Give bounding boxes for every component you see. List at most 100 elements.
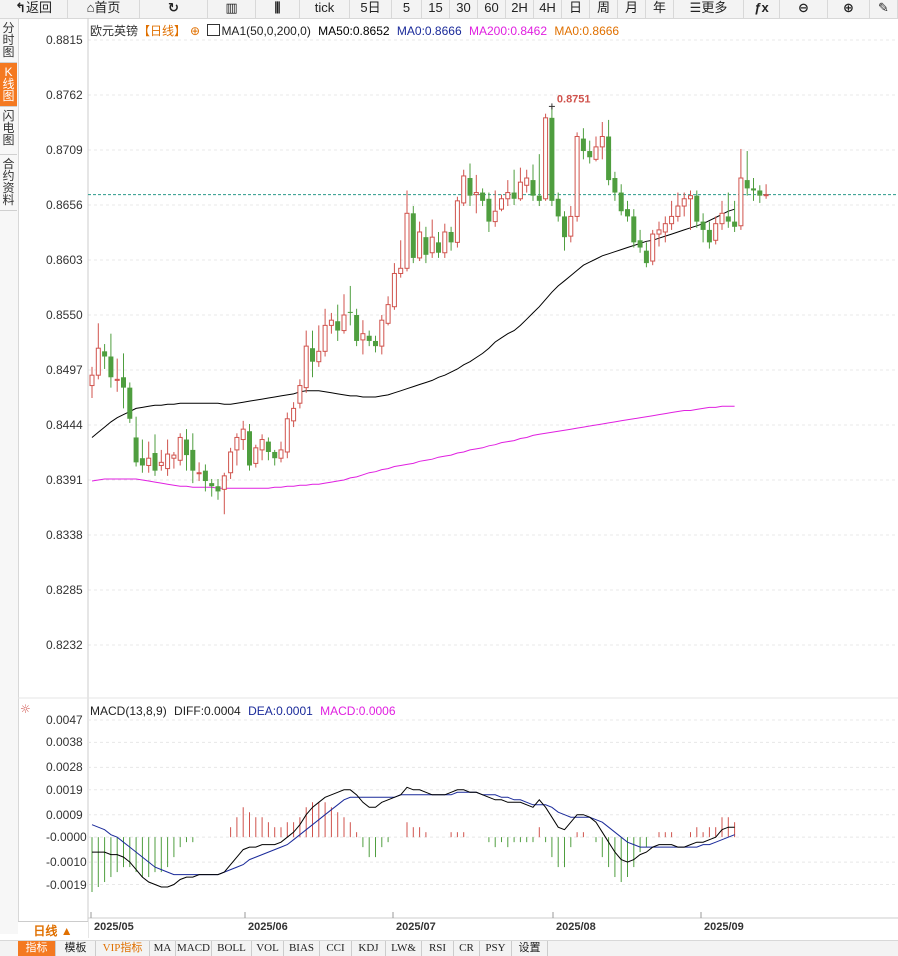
indicator-tab-7[interactable]: BIAS [284,941,320,956]
toolbar-button-7[interactable]: 5 [392,0,422,18]
indicator-tab-5[interactable]: BOLL [212,941,252,956]
toolbar-button-20[interactable]: ⊕ [828,0,870,18]
period-tag: 【日线】 [138,24,187,38]
candle-body [599,136,605,148]
toolbar-button-14[interactable]: 周 [590,0,618,18]
candle-body [757,190,763,196]
toolbar-button-19[interactable]: ⊖ [780,0,828,18]
toolbar-button-9[interactable]: 30 [450,0,478,18]
indicator-tab-13[interactable]: PSY [480,941,512,956]
candle-body [700,221,706,230]
candle-body [347,311,353,313]
candle-body [517,181,523,200]
indicator-tab-1[interactable]: 模板 [56,941,96,956]
toolbar-button-6[interactable]: 5日 [350,0,392,18]
candle-body [121,377,126,388]
candle-body [763,194,769,197]
indicator-tab-3[interactable]: MA [150,941,176,956]
candle-body [221,475,227,490]
candle-body [744,180,750,189]
toolbar-label: 返回 [25,0,52,15]
indicator-tab-6[interactable]: VOL [252,941,284,956]
candle-body [310,348,315,362]
candle-body [234,436,240,451]
candle-body [95,347,101,376]
toolbar-button-12[interactable]: 4H [534,0,562,18]
candlestick-icon: ⫼ [274,0,281,15]
macd-tick-label: 0.0028 [46,760,83,775]
candle-body [562,216,567,238]
toolbar-button-16[interactable]: 年 [646,0,674,18]
diff-line [92,786,735,888]
pen-icon: ✎ [878,0,889,15]
date-tick-label: 2025/05 [94,921,134,933]
indicator-tab-4[interactable]: MACD [176,941,212,956]
indicator-tab-14[interactable]: 设置 [512,941,548,956]
candle-body [549,117,555,201]
toolbar-button-4[interactable]: ⫼ [256,0,300,18]
toolbar-button-8[interactable]: 15 [422,0,450,18]
candle-body [410,213,416,258]
toolbar-button-0[interactable]: ↰返回 [0,0,68,18]
toolbar-button-18[interactable]: ƒx [744,0,780,18]
toolbar-label: 月 [624,0,638,15]
zoom-in-icon: ⊕ [843,0,854,15]
toolbar-button-13[interactable]: 日 [562,0,590,18]
sidebar-view-3[interactable]: 合约资料 [0,155,17,211]
price-tick-label: 0.8497 [46,363,83,377]
indicator-tab-9[interactable]: KDJ [352,941,386,956]
indicator-tab-10[interactable]: LW& [386,941,422,956]
toolbar-button-1[interactable]: ⌂首页 [68,0,140,18]
macd-tick-label: 0.0019 [46,782,83,797]
toolbar-button-15[interactable]: 月 [618,0,646,18]
indicator-settings-icon[interactable]: ☼ [20,702,31,716]
candle-body [442,231,448,254]
toolbar-button-5[interactable]: tick [300,0,350,18]
toolbar-button-2[interactable]: ↻ [140,0,208,18]
back-arrow-icon: ↰ [15,0,26,15]
candle-body [637,240,643,248]
candle-body [568,215,574,237]
price-tick-label: 0.8232 [46,638,83,652]
candle-body [429,236,435,254]
home-icon: ⌂ [86,0,95,15]
toolbar-button-10[interactable]: 60 [478,0,506,18]
date-tick-label: 2025/07 [396,921,436,933]
price-tick-label: 0.8285 [46,583,83,597]
indicator-tab-12[interactable]: CR [454,941,480,956]
candle-body [114,378,120,381]
candle-body [278,449,284,459]
toolbar-button-17[interactable]: ☰更多 [674,0,744,18]
candle-body [662,223,668,233]
toolbar-label: 60 [484,0,499,15]
settings-gear-icon[interactable]: ⊕ [190,24,201,38]
candle-body [719,212,725,225]
candle-body [751,188,756,191]
candle-body [530,180,536,196]
indicator-tab-11[interactable]: RSI [422,941,454,956]
indicator-tab-8[interactable]: CCI [320,941,352,956]
candle-body [391,272,397,308]
price-tick-label: 0.8709 [46,143,83,157]
toolbar-label: 2H [511,0,528,15]
indicator-tab-2[interactable]: VIP指标 [96,941,150,956]
sidebar-view-2[interactable]: 闪电图 [0,107,17,155]
candle-body [486,198,492,222]
toolbar-button-11[interactable]: 2H [506,0,534,18]
candle-body [108,356,114,378]
sidebar-view-0[interactable]: 分时图 [0,19,17,63]
ma-indicator-icon[interactable] [207,24,221,36]
candle-body [706,229,712,243]
period-selector[interactable]: 日线 ▲ [18,921,88,940]
candle-body [184,439,189,456]
candle-body [625,209,630,217]
candle-body [587,151,593,158]
indicator-tab-0[interactable]: 指标 [18,941,56,956]
candle-body [656,229,662,235]
toolbar-button-3[interactable]: ▥ [208,0,256,18]
toolbar-label: 4H [539,0,556,15]
instrument-name: 欧元英镑 [90,24,139,38]
date-tick-label: 2025/08 [556,921,596,933]
